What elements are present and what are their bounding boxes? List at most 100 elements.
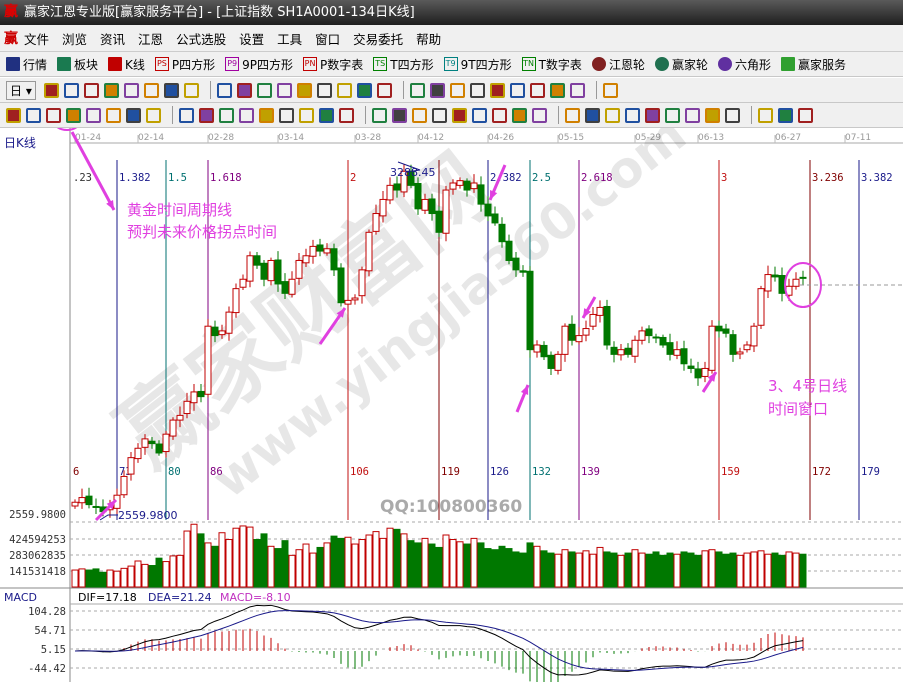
connect-icon[interactable] <box>569 82 585 98</box>
angle-icon[interactable] <box>219 107 234 123</box>
volume-bar <box>680 551 688 588</box>
tree-icon[interactable] <box>449 82 465 98</box>
gold-circle-icon[interactable] <box>685 107 700 123</box>
hash-icon[interactable] <box>179 107 194 123</box>
chart-3-icon[interactable] <box>83 82 99 98</box>
menu-item[interactable]: 浏览 <box>62 31 88 47</box>
rect-icon[interactable] <box>412 107 427 123</box>
golden-grid-icon[interactable] <box>319 107 334 123</box>
shrink-icon[interactable] <box>336 82 352 98</box>
angle2-icon[interactable] <box>798 107 813 123</box>
flag-icon[interactable] <box>163 82 179 98</box>
calendar-icon[interactable] <box>489 82 505 98</box>
rocket-icon[interactable] <box>126 107 141 123</box>
menu-item[interactable]: 公式选股 <box>176 31 227 47</box>
toolbar-button[interactable]: 六角形 <box>717 56 771 73</box>
dea-line <box>74 610 804 671</box>
grid-box-icon[interactable] <box>532 107 547 123</box>
square-icon[interactable] <box>199 107 214 123</box>
volume-bar <box>498 545 506 588</box>
arrow-gold-icon[interactable] <box>725 107 740 123</box>
gold-lines-icon[interactable] <box>705 107 720 123</box>
ruler-icon[interactable] <box>372 107 387 123</box>
chart-9-icon[interactable] <box>103 82 119 98</box>
gann-box-icon[interactable] <box>472 107 487 123</box>
hand-icon[interactable] <box>376 82 392 98</box>
circle-grid-icon[interactable] <box>146 107 161 123</box>
fib-icon[interactable] <box>86 107 101 123</box>
calculator-icon[interactable] <box>509 82 525 98</box>
gann-fan-icon[interactable] <box>239 107 254 123</box>
toolbar-button[interactable]: PN P数字表 <box>303 56 363 73</box>
grid2-icon[interactable] <box>565 107 580 123</box>
multi-line-icon[interactable] <box>585 107 600 123</box>
toolbar-button[interactable]: 赢家轮 <box>654 56 708 73</box>
toolbar-button[interactable]: P9 9P四方形 <box>225 56 293 73</box>
high-label: 3288.45 <box>390 166 436 179</box>
cross-box-icon[interactable] <box>452 107 467 123</box>
toolbar-button[interactable]: 行情 <box>6 56 47 73</box>
toolbar-button[interactable]: PS P四方形 <box>154 56 215 73</box>
gold-cross-icon[interactable] <box>758 107 773 123</box>
golden-time-icon[interactable] <box>46 107 61 123</box>
toolbar-button[interactable]: 江恩轮 <box>591 56 645 73</box>
volume-bar <box>617 554 625 588</box>
spiral-icon[interactable] <box>106 107 121 123</box>
golden-price-icon[interactable] <box>66 107 81 123</box>
menu-item[interactable]: 文件 <box>24 31 50 47</box>
next-icon[interactable] <box>256 82 272 98</box>
first-icon[interactable] <box>183 82 199 98</box>
percent2-icon[interactable] <box>665 107 680 123</box>
percent-line-icon[interactable] <box>625 107 640 123</box>
grid-icon[interactable] <box>339 107 354 123</box>
menu-item[interactable]: 交易委托 <box>353 31 404 47</box>
percent-icon[interactable] <box>645 107 660 123</box>
draw-icon[interactable] <box>429 82 445 98</box>
notes-icon[interactable] <box>63 82 79 98</box>
bars-icon[interactable] <box>605 107 620 123</box>
dollar-icon <box>780 57 795 71</box>
pen-icon[interactable] <box>6 107 21 123</box>
right-diamond-icon[interactable] <box>296 82 312 98</box>
menu-item[interactable]: 设置 <box>239 31 265 47</box>
crosshair-icon[interactable] <box>409 82 425 98</box>
box-icon[interactable] <box>279 107 294 123</box>
toolbar-button[interactable]: TS T四方形 <box>373 56 434 73</box>
last-icon[interactable] <box>216 82 232 98</box>
phone-icon[interactable] <box>602 82 618 98</box>
gold-bar-icon[interactable] <box>778 107 793 123</box>
menu-item[interactable]: 江恩 <box>138 31 164 47</box>
parallel-lines-icon[interactable] <box>26 107 41 123</box>
prev-icon[interactable] <box>236 82 252 98</box>
menu-item[interactable]: 工具 <box>277 31 303 47</box>
report-icon[interactable] <box>529 82 545 98</box>
measure-icon[interactable] <box>392 107 407 123</box>
save-icon[interactable] <box>549 82 565 98</box>
expand-icon[interactable] <box>316 82 332 98</box>
fan-icon[interactable] <box>432 107 447 123</box>
tools-icon[interactable] <box>143 82 159 98</box>
toolbar-button[interactable]: K线 <box>108 56 145 73</box>
period-select[interactable]: 日 ▾ <box>6 80 36 100</box>
candle <box>351 297 359 301</box>
toolbar-button[interactable]: 赢家服务 <box>780 56 846 73</box>
menu-item[interactable]: 帮助 <box>416 31 442 47</box>
star-icon[interactable] <box>259 107 274 123</box>
candle <box>736 351 744 355</box>
angle-line-icon[interactable] <box>492 107 507 123</box>
candle <box>568 323 576 341</box>
brain-icon[interactable] <box>469 82 485 98</box>
toolbar-button[interactable]: T9 9T四方形 <box>443 56 512 73</box>
menu-item[interactable]: 窗口 <box>315 31 341 47</box>
toolbar-button[interactable]: TN T数字表 <box>521 56 582 73</box>
zoom-diamond-icon[interactable] <box>356 82 372 98</box>
left-diamond-icon[interactable] <box>276 82 292 98</box>
kline-chart[interactable]: 01-24 02-14 02-28 03-14 03-28 04-12 04-26 05-15… <box>0 128 903 682</box>
indicator-icon[interactable] <box>43 82 59 98</box>
menu-item[interactable]: 资讯 <box>100 31 126 47</box>
kline-type-icon[interactable] <box>123 82 139 98</box>
menu-logo-icon[interactable]: 赢 <box>4 31 18 47</box>
toolbar-button[interactable]: 板块 <box>57 56 98 73</box>
triangle-icon[interactable] <box>512 107 527 123</box>
ray-icon[interactable] <box>299 107 314 123</box>
